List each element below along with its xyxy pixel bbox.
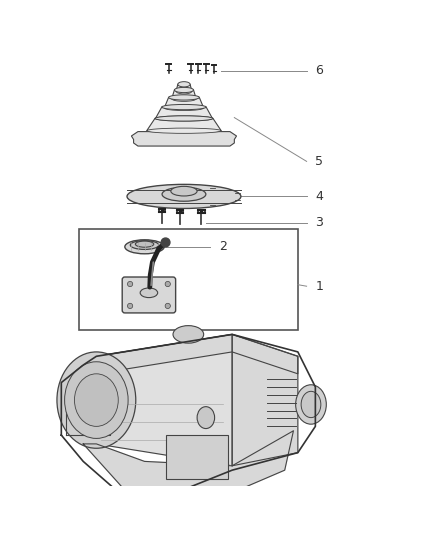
Ellipse shape	[296, 385, 326, 424]
Ellipse shape	[155, 116, 212, 121]
Circle shape	[161, 238, 170, 247]
Ellipse shape	[125, 240, 164, 254]
Ellipse shape	[131, 241, 159, 249]
Polygon shape	[147, 118, 221, 131]
Ellipse shape	[301, 391, 321, 418]
Circle shape	[127, 281, 133, 287]
Polygon shape	[83, 431, 293, 496]
Text: 2: 2	[219, 240, 227, 253]
Polygon shape	[131, 132, 237, 146]
Ellipse shape	[65, 362, 128, 439]
Text: 3: 3	[315, 216, 323, 229]
Circle shape	[127, 303, 133, 309]
Ellipse shape	[171, 187, 197, 196]
Ellipse shape	[140, 288, 158, 297]
Polygon shape	[96, 334, 298, 374]
Ellipse shape	[178, 82, 190, 87]
Ellipse shape	[173, 326, 204, 343]
Text: 6: 6	[315, 64, 323, 77]
Bar	[166, 435, 228, 479]
Ellipse shape	[127, 184, 241, 208]
Ellipse shape	[164, 106, 204, 110]
Polygon shape	[232, 334, 298, 466]
Ellipse shape	[197, 407, 215, 429]
Ellipse shape	[172, 96, 196, 101]
FancyBboxPatch shape	[122, 277, 176, 313]
Ellipse shape	[162, 104, 206, 110]
Polygon shape	[172, 90, 196, 99]
Ellipse shape	[147, 128, 221, 133]
Ellipse shape	[176, 88, 192, 94]
Ellipse shape	[155, 116, 213, 121]
Circle shape	[165, 303, 170, 309]
Ellipse shape	[162, 187, 206, 201]
Polygon shape	[96, 334, 232, 466]
Text: 5: 5	[315, 155, 323, 168]
Polygon shape	[155, 107, 212, 118]
Ellipse shape	[57, 352, 136, 448]
Polygon shape	[164, 98, 204, 108]
Ellipse shape	[174, 87, 194, 93]
Bar	[79, 229, 298, 330]
Polygon shape	[176, 84, 192, 91]
Text: 1: 1	[315, 280, 323, 293]
Ellipse shape	[74, 374, 118, 426]
Ellipse shape	[169, 95, 199, 100]
Ellipse shape	[135, 241, 154, 247]
Circle shape	[165, 281, 170, 287]
Text: 4: 4	[315, 190, 323, 203]
